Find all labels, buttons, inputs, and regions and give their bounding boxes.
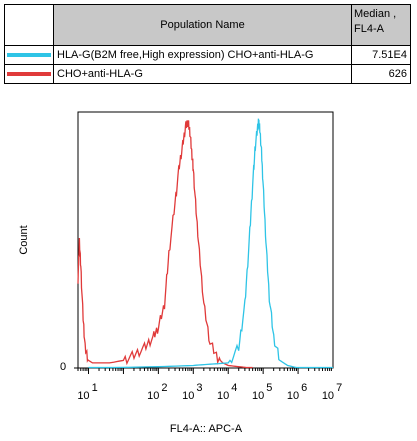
y-tick-label-0: 0	[60, 361, 66, 373]
legend-table: Population Name Median , FL4-A HLA-G(B2M…	[4, 4, 411, 84]
legend-header-row: Population Name Median , FL4-A	[4, 4, 411, 46]
legend-name-2: CHO+anti-HLA-G	[53, 64, 352, 84]
x-tick-label: 107	[322, 382, 342, 402]
plot-frame	[77, 111, 334, 369]
histogram-curves	[77, 118, 333, 369]
x-tick-label: 103	[182, 382, 202, 402]
x-tick-label: 105	[252, 382, 272, 402]
legend-header-median: Median , FL4-A	[351, 4, 411, 46]
legend-row-2: CHO+anti-HLA-G 626	[4, 64, 411, 84]
x-axis-ticks: 101 102 103 104 105 106 107	[74, 367, 342, 402]
legend-header-population: Population Name	[53, 4, 352, 46]
legend-swatch-red	[7, 72, 51, 76]
legend-name-1: HLA-G(B2M free,High expression) CHO+anti…	[53, 45, 352, 65]
legend-swatch-cyan	[7, 53, 51, 57]
x-tick-label: 106	[287, 382, 307, 402]
x-tick-label: 102	[147, 382, 167, 402]
x-tick-label: 104	[217, 382, 237, 402]
histogram-cyan-curve	[88, 118, 333, 369]
legend-median-2: 626	[351, 64, 411, 84]
x-tick-label: 101	[77, 382, 97, 402]
legend-header-blank	[4, 4, 54, 46]
y-axis-label: Count	[18, 225, 30, 254]
legend-row-1: HLA-G(B2M free,High expression) CHO+anti…	[4, 45, 411, 65]
median-header-line2: FL4-A	[354, 23, 384, 35]
x-axis-label: FL4-A:: APC-A	[170, 423, 243, 435]
histogram-red-curve	[77, 120, 253, 369]
median-header-line1: Median ,	[354, 8, 397, 20]
legend-swatch-cell-2	[4, 64, 54, 84]
